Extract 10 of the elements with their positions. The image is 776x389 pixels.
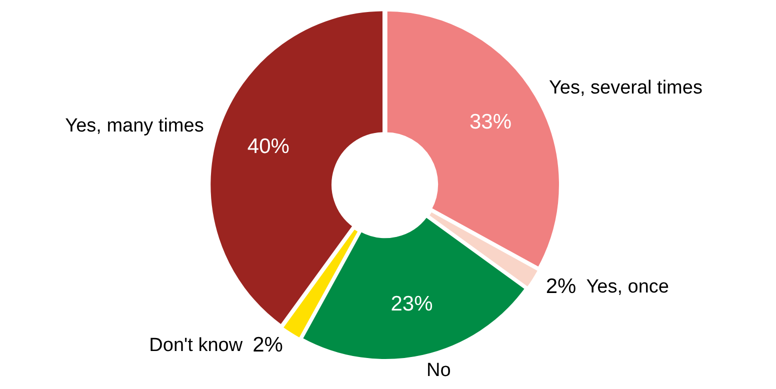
slice-label: Yes, many times — [65, 115, 204, 136]
data-label: 2% — [252, 334, 283, 357]
data-label: 40% — [247, 134, 290, 158]
slice-label: Don't know — [149, 335, 243, 356]
slice-label: No — [426, 360, 451, 382]
data-label: 23% — [390, 292, 433, 316]
slice-label: Yes, several times — [548, 77, 702, 98]
data-label: 33% — [469, 110, 512, 134]
slice-label: Yes, once — [586, 276, 669, 298]
data-label: 2% — [546, 274, 576, 298]
